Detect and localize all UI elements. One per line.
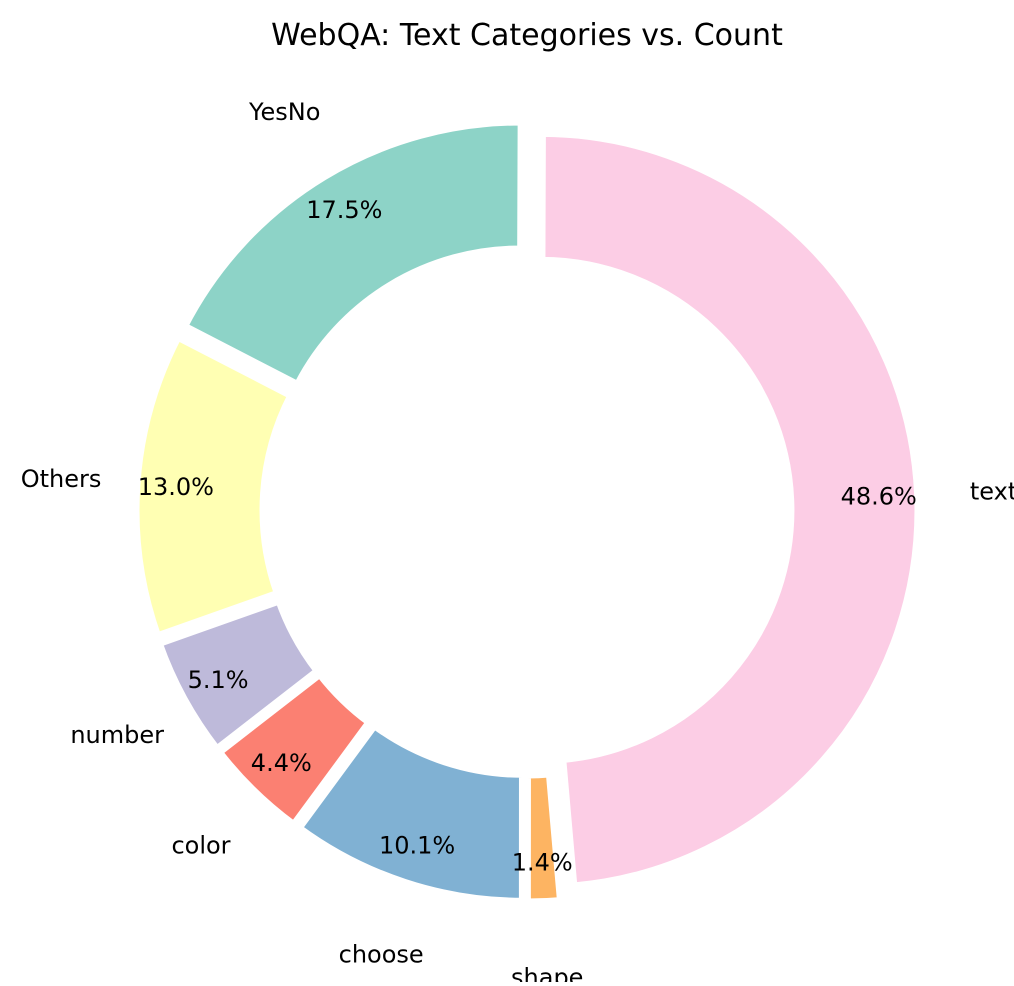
pct-label-others: 13.0% xyxy=(138,473,214,501)
pct-label-yesno: 17.5% xyxy=(306,196,382,224)
pct-label-color: 4.4% xyxy=(251,749,312,777)
pct-label-choose: 10.1% xyxy=(379,831,455,859)
slice-shape xyxy=(523,770,565,906)
pct-label-shape: 1.4% xyxy=(512,849,573,877)
slice-label-number: number xyxy=(70,721,164,749)
slice-others xyxy=(132,332,296,641)
slice-label-text: text xyxy=(970,478,1014,506)
slice-label-choose: choose xyxy=(339,941,424,969)
slices-group xyxy=(132,118,922,906)
slice-yesno xyxy=(179,118,525,390)
slice-text xyxy=(538,129,922,890)
chart-title: WebQA: Text Categories vs. Count xyxy=(271,18,783,53)
slice-number xyxy=(154,596,323,754)
pct-label-text: 48.6% xyxy=(841,482,917,510)
slice-label-yesno: YesNo xyxy=(248,98,320,126)
slice-color xyxy=(214,669,374,830)
labels-group: text 48.6% YesNo 17.5% Others 13.0% number 5.1%… xyxy=(21,98,1014,986)
pct-label-number: 5.1% xyxy=(188,666,249,694)
slice-choose xyxy=(294,720,526,905)
slice-label-shape: shape xyxy=(511,964,583,982)
slice-label-others: Others xyxy=(21,465,102,493)
slice-label-color: color xyxy=(171,831,230,859)
